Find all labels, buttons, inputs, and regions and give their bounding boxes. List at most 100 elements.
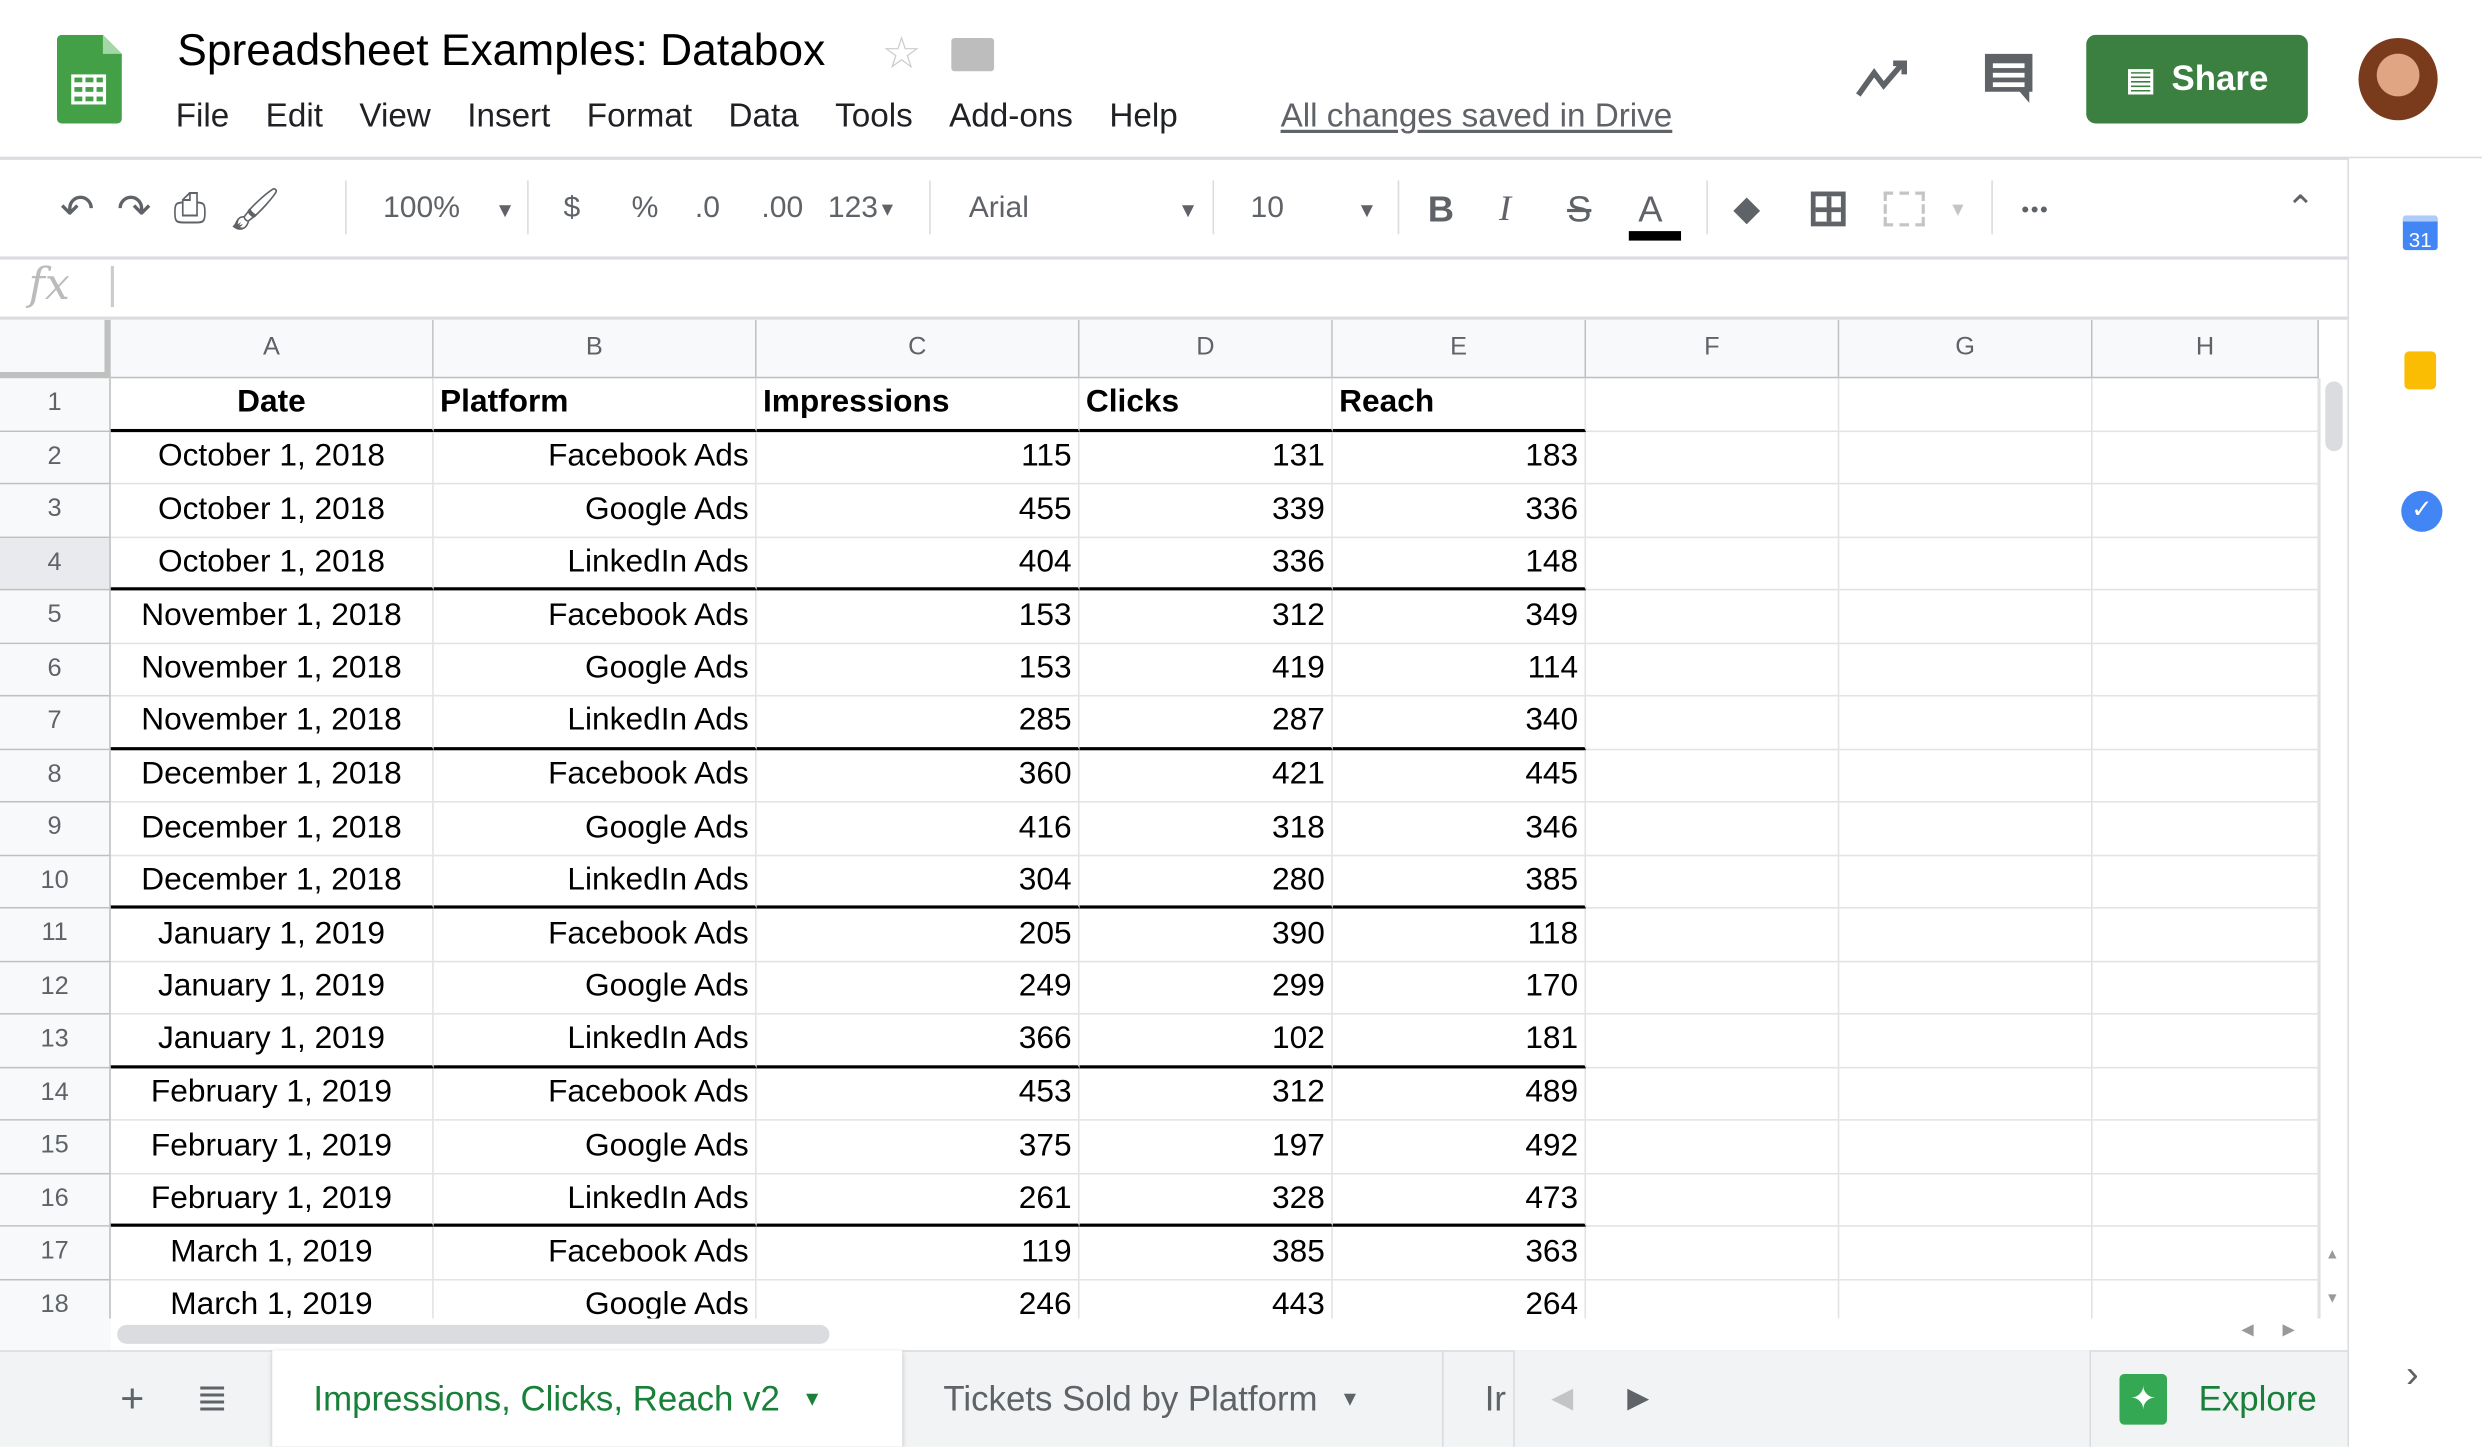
cell[interactable]: 453 — [756, 1067, 1080, 1121]
cell[interactable]: 131 — [1079, 431, 1333, 485]
cell[interactable]: 304 — [756, 855, 1080, 909]
cell[interactable]: Facebook Ads — [433, 1067, 757, 1121]
menu-data[interactable]: Data — [728, 98, 799, 135]
row-header-2[interactable]: 2 — [0, 431, 111, 485]
cell[interactable]: February 1, 2019 — [110, 1173, 434, 1227]
percent-button[interactable]: % — [631, 191, 659, 225]
cell[interactable]: Facebook Ads — [433, 908, 757, 962]
cell[interactable]: 416 — [756, 802, 1080, 856]
cell[interactable]: 312 — [1079, 590, 1333, 644]
header-cell[interactable] — [1839, 378, 2093, 432]
cell[interactable]: January 1, 2019 — [110, 1014, 434, 1068]
cell[interactable]: 299 — [1079, 961, 1333, 1015]
cell[interactable] — [1839, 1014, 2093, 1068]
cell[interactable] — [2092, 1173, 2319, 1227]
cell[interactable]: 181 — [1332, 1014, 1587, 1068]
header-cell[interactable] — [1586, 378, 1840, 432]
cell[interactable] — [2092, 643, 2319, 697]
merge-cells-icon[interactable] — [1883, 191, 1925, 227]
horizontal-scrollbar[interactable]: ◀ ▶ — [110, 1318, 2348, 1351]
row-header-9[interactable]: 9 — [0, 802, 111, 856]
cell[interactable]: LinkedIn Ads — [433, 1014, 757, 1068]
vertical-scrollbar[interactable]: ▲ ▼ — [2318, 378, 2348, 1319]
collapse-toolbar-icon[interactable]: ⌃ — [2285, 188, 2315, 228]
cell[interactable]: 153 — [756, 590, 1080, 644]
row-header-1[interactable]: 1 — [0, 378, 111, 432]
row-header-18[interactable]: 18 — [0, 1279, 111, 1319]
cell[interactable]: 385 — [1079, 1226, 1333, 1280]
cell[interactable]: 205 — [756, 908, 1080, 962]
cell[interactable]: 246 — [757, 1279, 1080, 1319]
cell[interactable]: 385 — [1332, 855, 1587, 909]
cell[interactable] — [1839, 537, 2093, 591]
cell[interactable] — [1839, 908, 2093, 962]
cell[interactable] — [1586, 855, 1840, 909]
sheet-tab[interactable]: Tickets Sold by Platform ▼ — [905, 1350, 1444, 1447]
cell[interactable]: 489 — [1332, 1067, 1587, 1121]
cell[interactable] — [2092, 1067, 2319, 1121]
cell[interactable]: Google Ads — [434, 1279, 757, 1319]
column-header-h[interactable]: H — [2092, 319, 2319, 379]
cell[interactable]: Google Ads — [433, 1120, 757, 1174]
row-header-14[interactable]: 14 — [0, 1067, 111, 1121]
menu-addons[interactable]: Add-ons — [949, 98, 1073, 135]
cell[interactable]: February 1, 2019 — [110, 1067, 434, 1121]
document-title[interactable]: Spreadsheet Examples: Databox — [177, 25, 826, 75]
cell[interactable] — [1586, 802, 1840, 856]
cell[interactable] — [1839, 590, 2093, 644]
cell[interactable] — [1839, 961, 2093, 1015]
cell[interactable] — [1839, 1067, 2093, 1121]
cell[interactable] — [2092, 749, 2319, 803]
menu-help[interactable]: Help — [1109, 98, 1178, 135]
zoom-select[interactable]: 100% ▼ — [383, 180, 515, 237]
cell[interactable]: 455 — [756, 484, 1080, 538]
row-header-17[interactable]: 17 — [0, 1226, 111, 1280]
cell[interactable] — [2092, 908, 2319, 962]
calendar-icon[interactable]: 31 — [2402, 215, 2438, 252]
cell[interactable]: Facebook Ads — [433, 1226, 757, 1280]
cell[interactable]: 421 — [1079, 749, 1333, 803]
scrollbar-thumb[interactable] — [117, 1324, 830, 1344]
row-header-7[interactable]: 7 — [0, 696, 111, 750]
menu-tools[interactable]: Tools — [835, 98, 913, 135]
menu-file[interactable]: File — [175, 98, 230, 135]
menu-edit[interactable]: Edit — [265, 98, 323, 135]
cell[interactable] — [2092, 1120, 2319, 1174]
cell[interactable]: 114 — [1332, 643, 1587, 697]
column-header-b[interactable]: B — [433, 319, 757, 379]
cell[interactable] — [1839, 749, 2093, 803]
menu-format[interactable]: Format — [586, 98, 693, 135]
cell[interactable] — [2092, 431, 2319, 485]
cell[interactable] — [2092, 855, 2319, 909]
row-header-12[interactable]: 12 — [0, 961, 111, 1015]
cell[interactable] — [1586, 1067, 1840, 1121]
column-header-c[interactable]: C — [756, 319, 1080, 379]
font-select[interactable]: Arial ▼ — [969, 180, 1199, 237]
expand-panel-icon[interactable]: › — [2406, 1353, 2419, 1397]
all-sheets-icon[interactable]: ≣ — [196, 1377, 229, 1420]
cell[interactable] — [1586, 1173, 1840, 1227]
keep-icon[interactable] — [2404, 351, 2437, 390]
row-header-16[interactable]: 16 — [0, 1173, 111, 1227]
cell[interactable]: 249 — [756, 961, 1080, 1015]
cell[interactable]: 170 — [1332, 961, 1587, 1015]
explore-button[interactable]: ✦ Explore — [2089, 1350, 2347, 1447]
save-status-link[interactable]: All changes saved in Drive — [1280, 98, 1673, 135]
row-header-6[interactable]: 6 — [0, 643, 111, 697]
cell[interactable] — [1586, 1014, 1840, 1068]
cell[interactable]: 363 — [1332, 1226, 1587, 1280]
sheet-tab-active[interactable]: Impressions, Clicks, Reach v2 ▼ — [272, 1350, 903, 1447]
spreadsheet-grid[interactable]: A B C D E F G H 1 Date Platform Impressions Clicks Re… — [0, 319, 2347, 1319]
print-icon[interactable]: ⎙ — [173, 183, 207, 232]
cell[interactable]: 375 — [756, 1120, 1080, 1174]
avatar[interactable] — [2358, 37, 2438, 121]
column-header-e[interactable]: E — [1332, 319, 1587, 379]
cell[interactable]: 118 — [1332, 908, 1587, 962]
cell[interactable] — [1839, 643, 2093, 697]
column-header-g[interactable]: G — [1839, 319, 2093, 379]
tabs-scroll-right-icon[interactable]: ▶ — [1627, 1381, 1650, 1414]
cell[interactable] — [1586, 696, 1840, 750]
header-cell[interactable]: Reach — [1332, 378, 1587, 432]
cell[interactable]: Facebook Ads — [433, 590, 757, 644]
font-size-select[interactable]: 10 ▼ — [1250, 180, 1377, 237]
